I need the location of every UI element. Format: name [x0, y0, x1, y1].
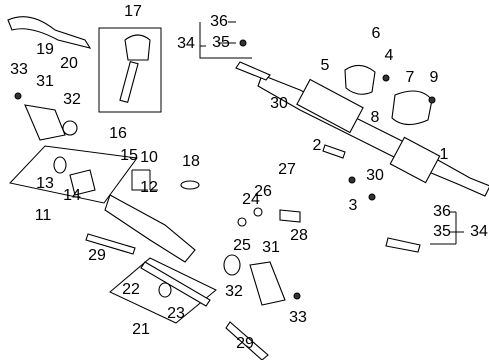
callout-number: 8	[371, 109, 380, 126]
callout-number: 26	[254, 183, 272, 200]
tie-rod-end	[235, 61, 271, 81]
callout-number: 14	[63, 187, 81, 204]
tie-rod	[85, 233, 136, 255]
nut	[239, 39, 247, 47]
valve-housing	[389, 136, 441, 184]
callout-number: 23	[167, 305, 185, 322]
bushing	[69, 169, 96, 196]
clamp	[62, 120, 78, 136]
tie-rod	[140, 261, 211, 307]
tie-rod-end	[385, 237, 421, 253]
nut	[253, 207, 263, 217]
bracket	[430, 211, 464, 245]
callout-number: 12	[140, 179, 158, 196]
callout-number: 5	[321, 57, 330, 74]
callout-number: 35	[212, 34, 230, 51]
group-box	[98, 27, 162, 113]
inner-tube	[104, 194, 196, 263]
callout-number: 29	[88, 247, 106, 264]
callout-number: 35	[433, 223, 451, 240]
callout-number: 32	[63, 91, 81, 108]
group-box	[109, 257, 217, 324]
callout-number: 28	[290, 227, 308, 244]
mount	[124, 34, 151, 61]
callout-number: 2	[313, 137, 322, 154]
nut	[348, 176, 356, 184]
washer	[180, 180, 200, 190]
stabilizer	[7, 16, 92, 49]
nut	[382, 74, 390, 82]
callout-number: 33	[289, 309, 307, 326]
nut	[293, 292, 301, 300]
callout-number: 27	[278, 161, 296, 178]
callout-number: 34	[470, 223, 488, 240]
callout-number: 36	[210, 13, 228, 30]
nut	[279, 209, 301, 223]
boot	[249, 261, 286, 306]
callout-number: 31	[262, 239, 280, 256]
callout-number: 15	[120, 147, 138, 164]
callout-number: 30	[270, 95, 288, 112]
callout-number: 10	[140, 149, 158, 166]
tie-rod	[225, 321, 269, 360]
callout-number: 17	[124, 3, 142, 20]
callout-number: 19	[36, 41, 54, 58]
group-box	[9, 145, 138, 204]
callout-number: 7	[406, 69, 415, 86]
callout-number: 9	[430, 69, 439, 86]
parts	[7, 16, 489, 360]
boot	[24, 104, 66, 141]
bracket-part	[391, 90, 433, 126]
callout-number: 20	[60, 55, 78, 72]
callout-number: 30	[366, 167, 384, 184]
nut	[237, 217, 247, 227]
callout-number: 11	[35, 207, 52, 224]
bushing	[344, 64, 376, 95]
callout-number: 22	[122, 281, 140, 298]
rack-housing	[296, 78, 364, 134]
callout-number: 36	[433, 203, 451, 220]
callout-number: 18	[182, 153, 200, 170]
ring	[158, 282, 172, 298]
callout-number: 32	[225, 283, 243, 300]
nut	[428, 96, 436, 104]
shaft	[119, 60, 139, 104]
callout-number: 13	[36, 175, 54, 192]
callout-number: 24	[242, 191, 260, 208]
callout-number: 29	[236, 335, 254, 352]
callout-number: 6	[372, 25, 381, 42]
frames	[9, 21, 464, 324]
bracket	[199, 21, 252, 59]
clamp	[223, 254, 241, 276]
callout-number: 4	[385, 47, 394, 64]
callout-number: 25	[233, 237, 251, 254]
callout-number: 3	[349, 197, 358, 214]
callout-number: 31	[36, 73, 54, 90]
bracket	[131, 169, 158, 191]
nut	[368, 193, 376, 201]
seal	[53, 156, 67, 174]
callout-number: 16	[109, 125, 127, 142]
nut	[14, 92, 22, 100]
callout-number: 21	[132, 321, 150, 338]
callout-number: 1	[440, 146, 449, 163]
callout-number: 33	[10, 61, 28, 78]
callout-number: 34	[177, 35, 195, 52]
bolt	[322, 144, 346, 159]
